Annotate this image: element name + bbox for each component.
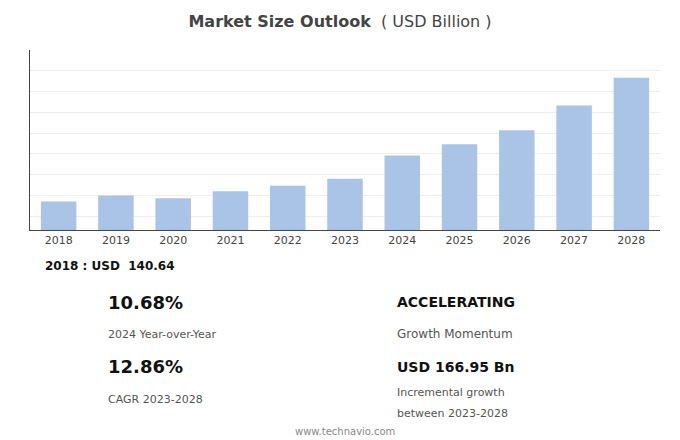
svg-text:2018: 2018: [45, 234, 73, 247]
svg-text:2026: 2026: [503, 234, 531, 247]
svg-text:www.technavio.com: www.technavio.com: [295, 426, 395, 437]
svg-text:2020: 2020: [159, 234, 187, 247]
svg-text:2028: 2028: [617, 234, 645, 247]
svg-text:10.68%: 10.68%: [108, 292, 183, 313]
svg-text:USD 166.95 Bn: USD 166.95 Bn: [397, 359, 514, 375]
svg-text:2018 : USD 140.64: 2018 : USD 140.64: [45, 259, 175, 273]
svg-text:Growth Momentum: Growth Momentum: [397, 327, 513, 341]
svg-text:ACCELERATING: ACCELERATING: [397, 294, 515, 310]
svg-text:2025: 2025: [446, 234, 474, 247]
svg-text:12.86%: 12.86%: [108, 356, 183, 377]
svg-text:Market Size Outlook ( USD Bil: Market Size Outlook ( USD Billion ): [188, 12, 491, 31]
svg-text:2021: 2021: [216, 234, 244, 247]
svg-text:2024 Year-over-Year: 2024 Year-over-Year: [108, 328, 217, 341]
svg-text:Incremental growth: Incremental growth: [397, 386, 505, 399]
svg-text:2023: 2023: [331, 234, 359, 247]
svg-text:CAGR 2023-2028: CAGR 2023-2028: [108, 393, 203, 406]
svg-text:2024: 2024: [388, 234, 416, 247]
svg-text:2019: 2019: [102, 234, 130, 247]
svg-text:between 2023-2028: between 2023-2028: [397, 407, 508, 420]
svg-text:2022: 2022: [274, 234, 302, 247]
svg-text:2027: 2027: [560, 234, 588, 247]
